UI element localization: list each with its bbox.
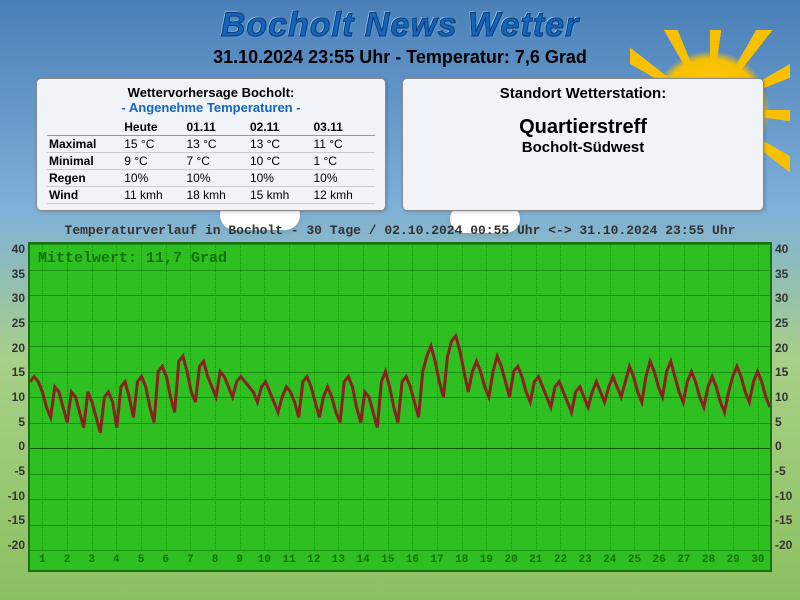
forecast-panel: Wettervorhersage Bocholt: - Angenehme Te… [36,78,386,211]
station-name: Quartierstreff [413,116,753,139]
page-title: Bocholt News Wetter [0,0,800,45]
forecast-table: Heute 01.11 02.11 03.11 Maximal15 °C13 °… [47,119,375,204]
y-axis-left: 4035302520151050-5-10-15-20 [4,242,28,572]
station-heading: Standort Wetterstation: [413,85,753,102]
station-location: Bocholt-Südwest [413,139,753,156]
y-axis-right: 4035302520151050-5-10-15-20 [772,242,796,572]
forecast-subheading: - Angenehme Temperaturen - [47,100,375,115]
chart-line [30,244,770,550]
forecast-heading: Wettervorhersage Bocholt: [47,85,375,100]
chart-title: Temperaturverlauf in Bocholt - 30 Tage /… [0,223,800,238]
temperature-chart: 4035302520151050-5-10-15-20 Mittelwert: … [0,242,800,572]
page-subtitle: 31.10.2024 23:55 Uhr - Temperatur: 7,6 G… [0,47,800,68]
chart-plot-area: Mittelwert: 11,7 Grad 123456789101112131… [28,242,772,572]
table-row: Maximal15 °C13 °C13 °C11 °C [47,136,375,153]
x-axis: 1234567891011121314151617181920212223242… [30,550,770,570]
table-row: Minimal9 °C7 °C10 °C1 °C [47,153,375,170]
table-header-row: Heute 01.11 02.11 03.11 [47,119,375,136]
station-panel: Standort Wetterstation: Quartierstreff B… [402,78,764,211]
table-row: Wind11 kmh18 kmh15 kmh12 kmh [47,187,375,204]
table-row: Regen10%10%10%10% [47,170,375,187]
